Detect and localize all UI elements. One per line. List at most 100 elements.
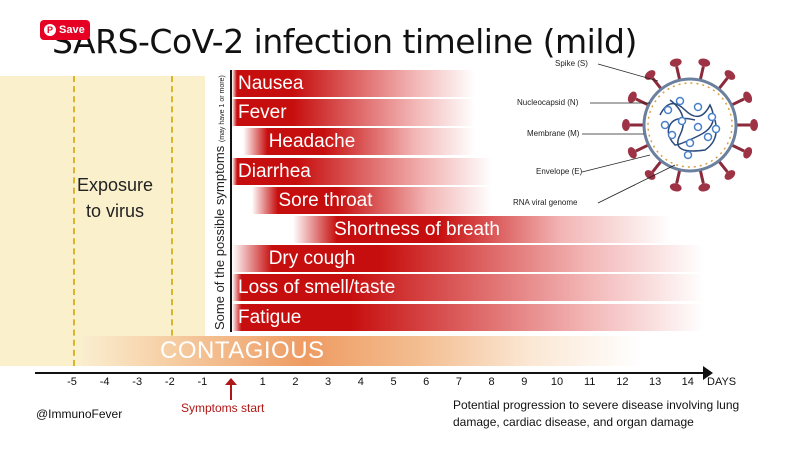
nucleocapsid-icon <box>707 112 717 122</box>
symptoms-start-line <box>230 70 232 332</box>
exposure-start-line <box>73 76 75 366</box>
nucleocapsid-icon <box>663 105 673 115</box>
virus-label-membrane: Membrane (M) <box>527 129 580 138</box>
axis-tick-label: 12 <box>616 376 629 388</box>
nucleocapsid-icon <box>703 132 713 142</box>
spike-head-icon <box>644 170 656 180</box>
axis-tick-label: 1 <box>259 376 266 388</box>
virus-label-rna: RNA viral genome <box>513 198 578 207</box>
spike-protein-icon <box>675 169 682 184</box>
nucleocapsid-icon <box>683 150 693 160</box>
symptoms-start-label: Symptoms start <box>181 401 265 415</box>
spike-head-icon <box>627 147 637 159</box>
axis-tick-label: 9 <box>521 376 528 388</box>
symptom-bar: Nausea <box>232 70 476 97</box>
virus-label-envelope: Envelope (E) <box>536 167 583 176</box>
page-title: SARS-CoV-2 infection timeline (mild) <box>52 22 637 61</box>
spike-head-icon <box>698 58 711 67</box>
spike-protein-icon <box>635 97 650 107</box>
spike-protein-icon <box>717 77 729 90</box>
axis-tick-label: 11 <box>583 376 596 388</box>
spike-head-icon <box>669 183 682 192</box>
axis-tick-label: 5 <box>390 376 397 388</box>
spike-head-icon <box>669 58 682 67</box>
nucleocapsid-icon <box>693 122 703 132</box>
spike-protein-icon <box>675 66 682 81</box>
axis-tick-label: -3 <box>132 376 143 388</box>
axis-tick-label: -1 <box>197 376 208 388</box>
symptom-label: Loss of smell/taste <box>238 277 396 299</box>
spike-head-icon <box>743 91 753 103</box>
symptom-label: Fever <box>238 102 287 124</box>
spike-protein-icon <box>717 160 729 173</box>
symptom-label: Headache <box>268 131 356 153</box>
spike-protein-icon <box>730 143 745 153</box>
symptom-bar: Diarrhea <box>232 157 492 185</box>
spike-protein-icon <box>635 143 650 153</box>
spike-protein-icon <box>698 169 705 184</box>
axis-arrowhead-icon <box>703 366 713 380</box>
nucleocapsid-icon <box>675 96 685 106</box>
virus-label-spike: Spike (S) <box>555 59 588 68</box>
spike-head-icon <box>644 70 656 80</box>
nucleocapsid-icon <box>711 124 721 134</box>
spike-head-icon <box>622 119 630 131</box>
nucleocapsid-icon <box>693 102 703 112</box>
nucleocapsid-icon <box>685 138 695 148</box>
exposure-label-line2: to virus <box>85 201 145 221</box>
symptom-bar: Fever <box>232 99 476 127</box>
axis-tick-label: 8 <box>488 376 495 388</box>
exposure-zone <box>0 76 205 366</box>
symptoms-start-arrow-icon <box>225 378 237 400</box>
symptom-label: Shortness of breath <box>334 219 500 240</box>
axis-tick-label: -2 <box>164 376 175 388</box>
nucleocapsid-icon <box>660 120 670 130</box>
symptom-bar: Fatigue <box>232 303 705 331</box>
axis-tick-label: 13 <box>648 376 662 388</box>
credit-handle: @ImmunoFever <box>36 407 123 421</box>
symptoms-axis-label-note: (may have 1 or more) <box>219 75 226 143</box>
symptom-bar: Headache <box>232 128 476 156</box>
axis-unit-label: DAYS <box>707 376 737 388</box>
pinterest-icon: P <box>44 24 56 36</box>
symptom-label: Nausea <box>238 73 304 94</box>
symptom-label: Fatigue <box>238 306 302 328</box>
symptom-label: Dry cough <box>268 248 356 270</box>
exposure-label: Exposure to virus <box>60 172 170 224</box>
symptom-bar: Shortness of breath <box>232 216 672 243</box>
axis-tick-label: 10 <box>550 376 564 388</box>
symptom-bar: Dry cough <box>232 245 705 273</box>
spike-head-icon <box>627 91 637 103</box>
spike-protein-icon <box>730 97 745 107</box>
symptom-label: Sore throat <box>278 189 373 211</box>
axis-tick-label: 7 <box>455 376 462 388</box>
virus-diagram: Spike (S) Nucleocapsid (N) Membrane (M) … <box>513 55 780 215</box>
axis-tick-label: -5 <box>67 376 77 388</box>
sars-cov-2-virion-icon <box>622 58 758 192</box>
virus-label-nucleocapsid: Nucleocapsid (N) <box>517 98 579 107</box>
symptoms-axis-label-main: Some of the possible symptoms <box>212 145 227 330</box>
nucleocapsid-icon <box>677 116 687 126</box>
spike-head-icon <box>698 183 711 192</box>
symptoms-axis-label: Some of the possible symptoms (may have … <box>212 70 227 330</box>
spike-protein-icon <box>651 160 663 173</box>
axis-tick-label: 2 <box>292 376 299 388</box>
save-button[interactable]: P Save <box>40 20 90 40</box>
axis-tick-label: 4 <box>357 376 364 388</box>
nucleocapsid-icon <box>667 130 677 140</box>
spike-protein-icon <box>698 66 705 81</box>
axis-tick-label: -4 <box>99 376 110 388</box>
symptom-bar: Loss of smell/taste <box>232 274 705 302</box>
contagious-band <box>82 336 642 366</box>
spike-head-icon <box>743 147 753 159</box>
spike-head-icon <box>724 170 736 180</box>
spike-head-icon <box>750 119 758 131</box>
timeline-axis <box>35 372 705 374</box>
axis-tick-label: 3 <box>325 376 332 388</box>
symptom-label: Diarrhea <box>238 160 311 182</box>
symptom-bar: Sore throat <box>232 186 492 214</box>
axis-tick-label: 6 <box>423 376 430 388</box>
virus-label-leaders <box>581 63 676 204</box>
axis-tick-label: 14 <box>681 376 694 388</box>
progression-note: Potential progression to severe disease … <box>453 398 740 429</box>
